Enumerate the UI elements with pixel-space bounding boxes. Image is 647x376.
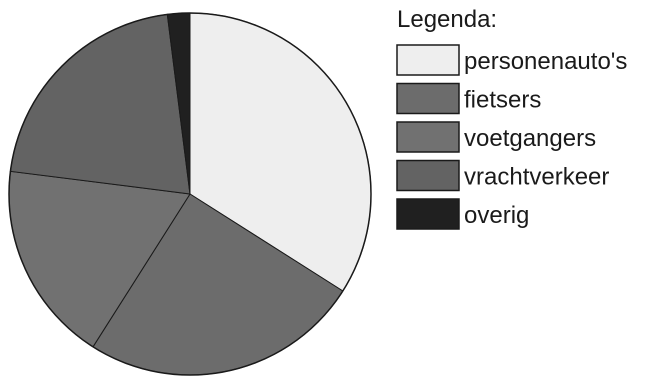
legend: Legenda: personenauto's fietsers voetgange… [396,6,627,230]
legend-label-2: voetgangers [464,125,596,152]
legend-title: Legenda: [397,6,497,33]
legend-items: personenauto's fietsers voetgangers vrachtv… [396,44,627,230]
legend-label-1: fietsers [464,87,541,114]
legend-label-4: overig [464,202,529,229]
legend-swatch-2 [396,121,460,153]
pie-slice-3 [9,13,191,195]
legend-swatch-0 [396,44,460,76]
pie-outline [8,12,372,376]
legend-label-3: vrachtverkeer [464,164,609,191]
legend-label-0: personenauto's [464,48,627,75]
legend-swatch-1 [396,82,460,115]
legend-swatch-4 [396,198,460,230]
pie-slices [8,12,372,376]
legend-swatch-3 [396,159,460,192]
